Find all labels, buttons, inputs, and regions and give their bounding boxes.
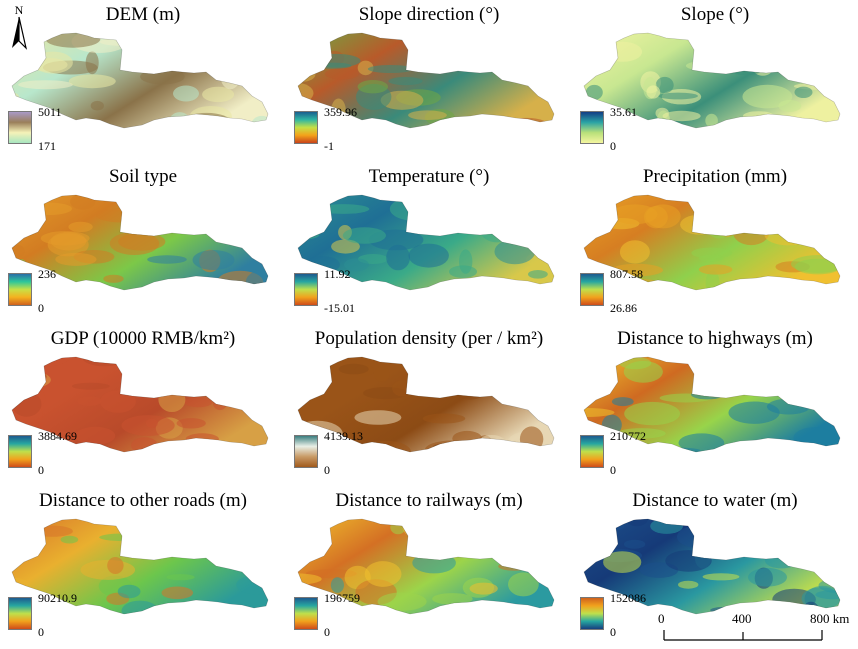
panel-title: Temperature (°) [368, 166, 490, 187]
panel-title: Distance to highways (m) [617, 328, 813, 349]
legend-min-value: 0 [610, 463, 616, 477]
map-temperature [297, 194, 555, 291]
map-slope-direction [297, 32, 555, 129]
legend-color-ramp [8, 435, 32, 468]
scale-bar-graphic [663, 630, 823, 641]
legend-max-value: 90210.9 [38, 591, 77, 605]
legend-color-ramp [580, 273, 604, 306]
legend-min-value: 0 [38, 301, 44, 315]
map-slope [583, 32, 841, 129]
panel-population-density: Population density (per / km²) 4139.13 0 [286, 324, 572, 486]
map-precipitation [583, 194, 841, 291]
legend-color-ramp [294, 435, 318, 468]
panel-title: Distance to other roads (m) [39, 490, 247, 511]
legend-min-value: 0 [610, 625, 616, 639]
legend-color-ramp [580, 435, 604, 468]
panel-distance-highways: Distance to highways (m) 210772 0 [572, 324, 858, 486]
panel-slope-direction: Slope direction (°) 359.96 -1 [286, 0, 572, 162]
legend-max-value: 807.58 [610, 267, 643, 281]
legend-color-ramp [294, 111, 318, 144]
panel-title: DEM (m) [105, 4, 181, 25]
legend-min-value: 26.86 [610, 301, 637, 315]
map-soil-type [11, 194, 269, 291]
legend-color-ramp [8, 273, 32, 306]
panel-title: Slope (°) [680, 4, 750, 25]
legend-color-ramp [8, 111, 32, 144]
scale-label-400: 400 [732, 611, 752, 626]
map-gdp [11, 356, 269, 453]
legend-min-value: 0 [610, 139, 616, 153]
north-arrow-icon [12, 16, 28, 50]
legend-min-value: 0 [324, 463, 330, 477]
map-distance-highways [583, 356, 841, 453]
legend-min-value: 0 [38, 625, 44, 639]
panel-distance-other-roads: Distance to other roads (m) 90210.9 0 [0, 486, 286, 648]
legend-max-value: 35.61 [610, 105, 637, 119]
panel-distance-railways: Distance to railways (m) 196759 0 [286, 486, 572, 648]
scale-bar: 0 400 800 km [652, 612, 856, 646]
map-population-density [297, 356, 555, 453]
legend-max-value: 152086 [610, 591, 646, 605]
legend-min-value: -15.01 [324, 301, 355, 315]
panel-gdp: GDP (10000 RMB/km²) 3884.69 0 [0, 324, 286, 486]
north-arrow: N [8, 4, 30, 50]
map-distance-other-roads [11, 518, 269, 615]
legend-max-value: 210772 [610, 429, 646, 443]
panel-title: Distance to railways (m) [335, 490, 523, 511]
panel-title: GDP (10000 RMB/km²) [50, 328, 236, 349]
legend-color-ramp [8, 597, 32, 630]
panel-title: Soil type [108, 166, 178, 187]
north-label: N [14, 3, 24, 17]
legend-max-value: 196759 [324, 591, 360, 605]
legend-min-value: -1 [324, 139, 334, 153]
map-distance-railways [297, 518, 555, 615]
legend-color-ramp [294, 597, 318, 630]
panel-title: Slope direction (°) [358, 4, 500, 25]
panel-title: Population density (per / km²) [314, 328, 544, 349]
panel-temperature: Temperature (°) 11.92 -15.01 [286, 162, 572, 324]
legend-min-value: 0 [38, 463, 44, 477]
legend-max-value: 11.92 [324, 267, 351, 281]
panel-distance-water: Distance to water (m) 152086 0 [572, 486, 858, 648]
panel-dem: DEM (m) 5011 171 [0, 0, 286, 162]
legend-max-value: 236 [38, 267, 56, 281]
legend-max-value: 359.96 [324, 105, 357, 119]
legend-min-value: 171 [38, 139, 56, 153]
legend-max-value: 5011 [38, 105, 62, 119]
scale-label-800: 800 km [810, 611, 850, 626]
panel-title: Precipitation (mm) [642, 166, 788, 187]
panel-precipitation: Precipitation (mm) 807.58 26.86 [572, 162, 858, 324]
panel-soil-type: Soil type 236 0 [0, 162, 286, 324]
map-dem [11, 32, 269, 129]
legend-max-value: 4139.13 [324, 429, 363, 443]
panel-title: Distance to water (m) [632, 490, 798, 511]
legend-min-value: 0 [324, 625, 330, 639]
panel-slope: Slope (°) 35.61 0 [572, 0, 858, 162]
map-distance-water [583, 518, 841, 615]
legend-color-ramp [580, 597, 604, 630]
legend-color-ramp [294, 273, 318, 306]
scale-label-0: 0 [658, 611, 665, 626]
legend-max-value: 3884.69 [38, 429, 77, 443]
legend-color-ramp [580, 111, 604, 144]
